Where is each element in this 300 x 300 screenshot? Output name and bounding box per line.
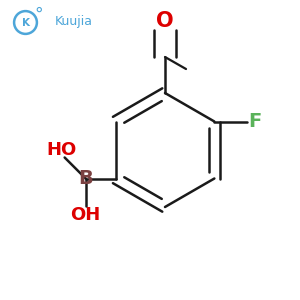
Text: O: O bbox=[156, 11, 174, 31]
Text: OH: OH bbox=[70, 206, 101, 224]
Text: HO: HO bbox=[46, 141, 77, 159]
Text: Kuujia: Kuujia bbox=[54, 15, 92, 28]
Text: B: B bbox=[78, 169, 93, 188]
Text: K: K bbox=[22, 17, 29, 28]
Text: F: F bbox=[248, 112, 262, 131]
